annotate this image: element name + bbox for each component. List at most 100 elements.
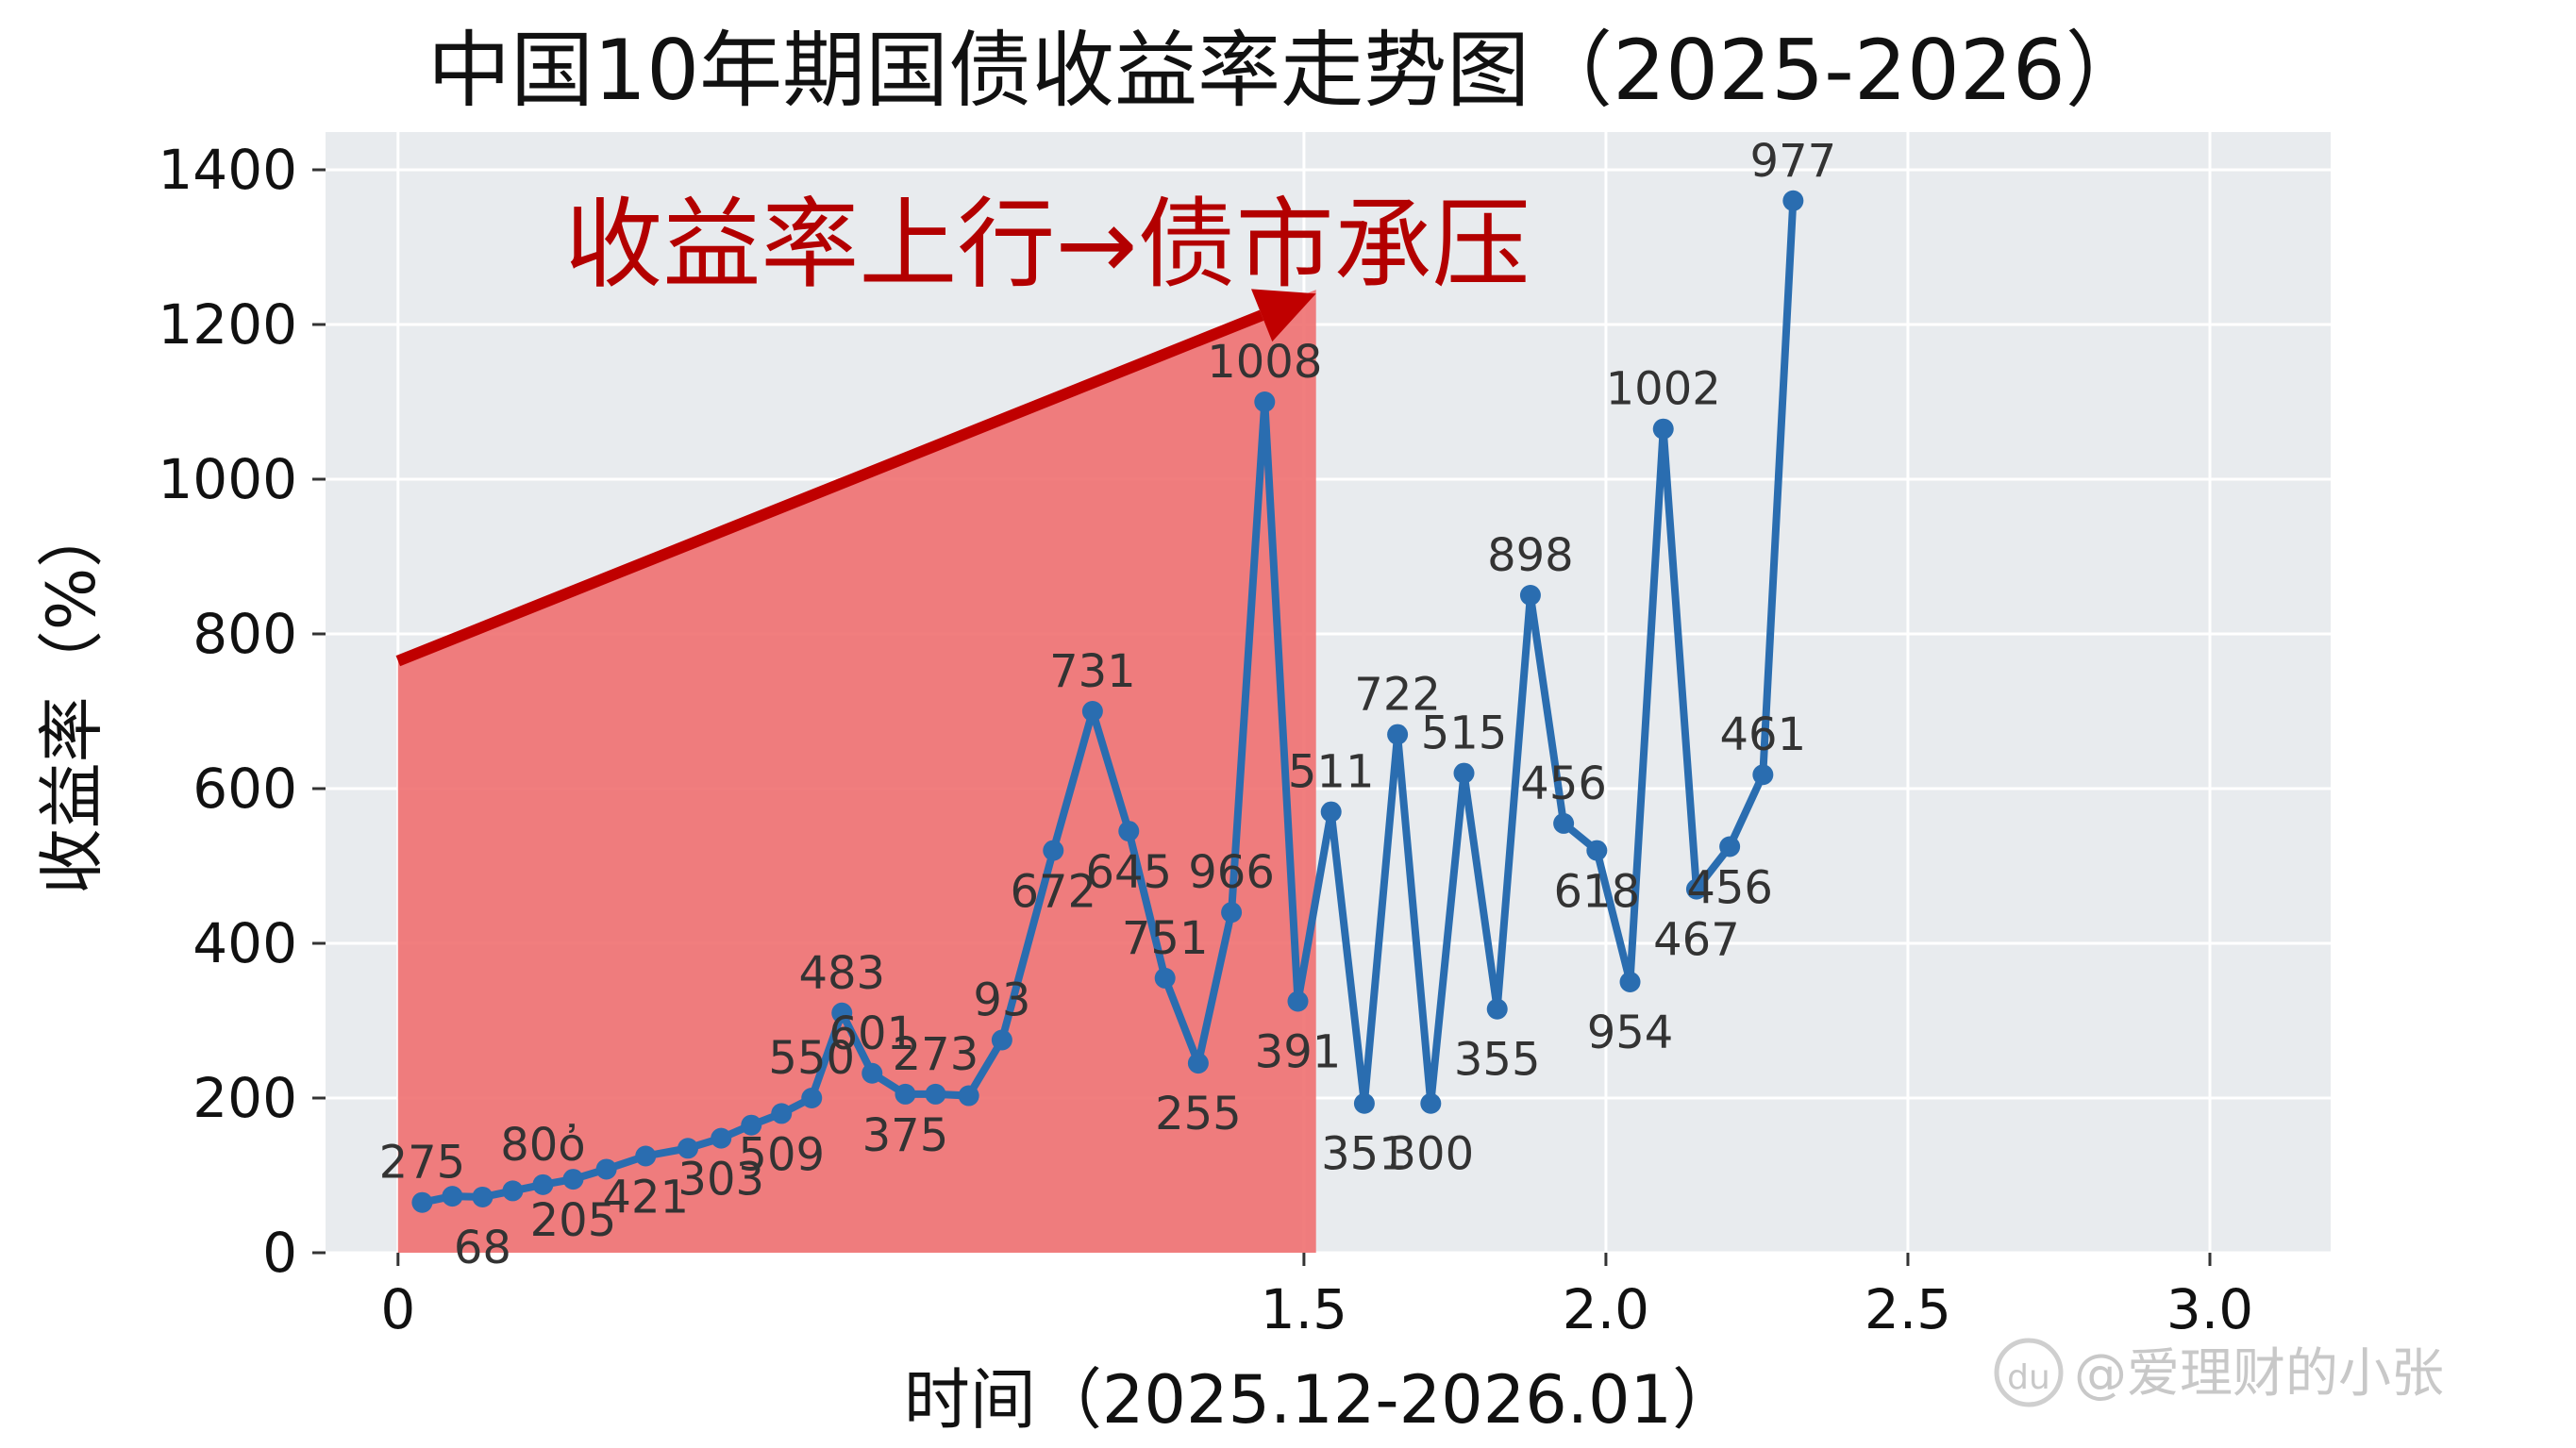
- y-tick-label: 0: [262, 1221, 297, 1285]
- data-point: [1154, 967, 1176, 989]
- data-label: 351: [1321, 1128, 1408, 1181]
- data-point: [1782, 190, 1804, 211]
- data-point: [1586, 840, 1608, 861]
- y-axis-ticks: 0 200 400 600 800 1000 1200 1400: [158, 138, 326, 1285]
- data-label: 355: [1454, 1034, 1541, 1087]
- data-point: [1685, 878, 1707, 900]
- y-tick-label: 800: [192, 602, 297, 666]
- x-tick-label: 2.5: [1865, 1277, 1951, 1341]
- data-label: 255: [1155, 1088, 1242, 1140]
- data-point: [1187, 1053, 1209, 1074]
- y-tick-label: 1200: [158, 292, 297, 357]
- data-label: 966: [1188, 846, 1275, 899]
- data-label: 80ὀ: [500, 1119, 585, 1172]
- annotation-text: 收益率上行→债市承压: [564, 187, 1530, 302]
- data-point: [595, 1158, 617, 1180]
- watermark-icon-text: du: [2007, 1358, 2050, 1397]
- data-label: 898: [1487, 529, 1574, 582]
- data-point: [1043, 840, 1064, 861]
- data-label: 375: [862, 1109, 949, 1162]
- data-label: 977: [1750, 135, 1837, 188]
- data-label: 483: [798, 947, 885, 1000]
- baidu-paw-icon: [1994, 1338, 2064, 1407]
- data-point: [991, 1029, 1012, 1051]
- data-label: 672: [1010, 866, 1096, 919]
- data-point: [1387, 724, 1409, 745]
- data-label: 1002: [1606, 363, 1721, 416]
- y-tick-label: 1000: [158, 447, 297, 511]
- data-label: 273: [893, 1028, 979, 1081]
- data-point: [442, 1186, 463, 1207]
- data-label: 601: [828, 1007, 915, 1060]
- data-point: [1081, 701, 1103, 722]
- data-point: [472, 1186, 493, 1207]
- data-point: [895, 1083, 916, 1105]
- data-point: [1221, 902, 1243, 924]
- data-label: 645: [1085, 846, 1172, 899]
- annotation-arrow-line: [395, 309, 1264, 667]
- data-point: [925, 1083, 946, 1105]
- data-label: 391: [1255, 1026, 1342, 1079]
- data-label: 421: [602, 1172, 689, 1224]
- data-label: 205: [530, 1194, 617, 1247]
- data-point: [1719, 836, 1741, 857]
- data-point: [1652, 418, 1674, 440]
- data-point: [532, 1173, 554, 1195]
- data-label: 550: [768, 1032, 855, 1085]
- data-point: [635, 1145, 657, 1167]
- data-point: [677, 1138, 699, 1159]
- data-point: [801, 1088, 823, 1108]
- data-label: 751: [1122, 912, 1209, 965]
- data-point: [1254, 391, 1276, 412]
- shaded-region-group: [397, 290, 1316, 1254]
- data-point: [1420, 1092, 1442, 1114]
- x-tick-label: 2.0: [1563, 1277, 1649, 1341]
- watermark-text: @爱理财的小张: [2074, 1343, 2444, 1405]
- data-point: [711, 1127, 732, 1149]
- x-tick-label: 3.0: [2166, 1277, 2253, 1341]
- y-axis-label: 收益率（%）: [33, 502, 110, 895]
- data-label: 509: [738, 1128, 825, 1181]
- y-tick-label: 600: [192, 757, 297, 821]
- data-label: 93: [973, 974, 1030, 1027]
- data-point: [1519, 585, 1541, 606]
- data-point: [411, 1191, 433, 1213]
- data-label: 731: [1049, 645, 1136, 698]
- y-tick-label: 1400: [158, 138, 297, 202]
- data-point: [1553, 812, 1575, 834]
- data-label: 303: [677, 1154, 764, 1207]
- data-label: 511: [1288, 746, 1375, 799]
- x-axis-label: 时间（2025.12-2026.01）: [904, 1361, 1738, 1439]
- data-label: 456: [1686, 862, 1773, 915]
- data-label: 68: [454, 1222, 511, 1274]
- data-label: 722: [1354, 669, 1441, 722]
- annotation-arrow-head: [1251, 289, 1316, 342]
- data-point: [771, 1103, 793, 1124]
- data-point: [502, 1180, 524, 1202]
- x-tick-label: 1.5: [1261, 1277, 1347, 1341]
- data-label: 618: [1554, 866, 1641, 919]
- shaded-region: [397, 290, 1316, 1254]
- data-label: 954: [1587, 1007, 1674, 1059]
- data-label: 275: [379, 1137, 466, 1190]
- data-point: [1453, 762, 1475, 784]
- data-point: [1118, 821, 1140, 842]
- data-label: 1008: [1207, 336, 1322, 389]
- data-point: [861, 1062, 883, 1084]
- y-tick-label: 200: [192, 1066, 297, 1130]
- data-point: [1752, 764, 1774, 786]
- data-point: [562, 1169, 584, 1190]
- watermark: du @爱理财的小张: [1994, 1338, 2444, 1407]
- data-point: [1486, 998, 1508, 1020]
- data-point: [831, 1002, 853, 1024]
- data-label: 456: [1520, 757, 1607, 810]
- y-tick-label: 400: [192, 911, 297, 975]
- data-label: 515: [1421, 707, 1508, 760]
- data-point: [958, 1085, 979, 1107]
- data-point: [741, 1114, 762, 1136]
- data-point: [1320, 801, 1342, 823]
- x-tick-label: 0: [380, 1277, 415, 1341]
- data-label: 300: [1387, 1128, 1474, 1181]
